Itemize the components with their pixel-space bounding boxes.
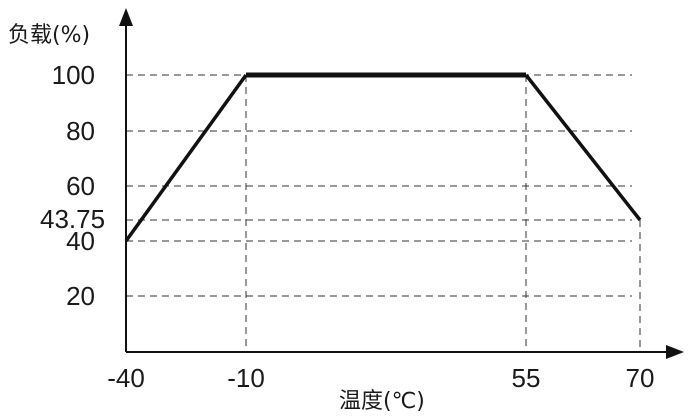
x-tick-label-70: 70 <box>626 363 655 393</box>
y-axis-title: 负载(%) <box>8 23 90 48</box>
y-tick-label-40: 40 <box>66 226 95 256</box>
series-segment-1 <box>124 73 248 243</box>
y-tick-label-80: 80 <box>66 116 95 146</box>
y-axis-arrow <box>119 8 133 26</box>
series <box>124 72 642 243</box>
series-segment-3 <box>524 73 642 222</box>
y-tick-label-20: 20 <box>66 281 95 311</box>
x-tick-label-neg40: -40 <box>107 363 145 393</box>
y-tick-label-100: 100 <box>52 60 95 90</box>
y-tick-label-60: 60 <box>66 171 95 201</box>
x-axis-arrow <box>666 345 684 359</box>
grid-lines <box>126 74 641 352</box>
x-tick-label-55: 55 <box>512 363 541 393</box>
y-tick-label-43_75: 43.75 <box>40 204 105 234</box>
x-tick-label-neg10: -10 <box>227 363 265 393</box>
x-axis-title: 温度(℃) <box>339 389 425 414</box>
axes <box>119 8 684 359</box>
